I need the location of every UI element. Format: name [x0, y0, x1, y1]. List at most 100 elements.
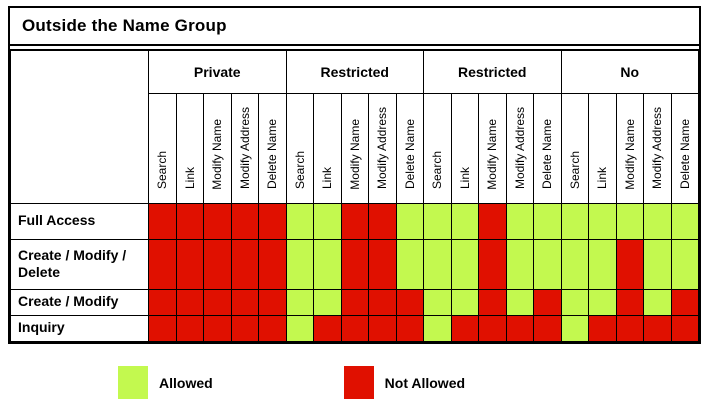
- cell-allowed: [615, 202, 644, 240]
- cell-allowed: [643, 288, 672, 316]
- cell-not-allowed: [230, 288, 259, 316]
- cell-not-allowed: [643, 314, 672, 342]
- cell-not-allowed: [203, 202, 232, 240]
- cell-not-allowed: [258, 314, 287, 342]
- cell-not-allowed: [340, 288, 369, 316]
- cell-not-allowed: [258, 288, 287, 316]
- cell-not-allowed: [340, 202, 369, 240]
- cell-allowed: [643, 238, 672, 290]
- cell-not-allowed: [670, 288, 699, 316]
- cell-allowed: [395, 202, 424, 240]
- cell-not-allowed: [368, 288, 397, 316]
- cell-not-allowed: [615, 238, 644, 290]
- column-header-label: Search: [567, 151, 582, 190]
- cell-allowed: [588, 202, 617, 240]
- column-header-label: Modify Name: [485, 118, 500, 190]
- cell-not-allowed: [588, 314, 617, 342]
- row-label: Create / Modify / Delete: [10, 238, 149, 290]
- legend-item-not-allowed: Not Allowed: [343, 366, 466, 399]
- cell-not-allowed: [148, 288, 177, 316]
- cell-not-allowed: [340, 314, 369, 342]
- cell-not-allowed: [533, 288, 562, 316]
- cell-not-allowed: [340, 238, 369, 290]
- cell-allowed: [285, 314, 314, 342]
- cell-not-allowed: [505, 314, 534, 342]
- cell-not-allowed: [148, 314, 177, 342]
- table-row: Create / Modify / Delete: [10, 238, 699, 290]
- cell-not-allowed: [615, 314, 644, 342]
- cell-not-allowed: [230, 314, 259, 342]
- cell-allowed: [313, 238, 342, 290]
- cell-allowed: [560, 314, 589, 342]
- cell-not-allowed: [175, 202, 204, 240]
- cell-not-allowed: [175, 314, 204, 342]
- column-header-delete-name: Delete Name: [395, 92, 424, 204]
- column-header-delete-name: Delete Name: [670, 92, 699, 204]
- cell-not-allowed: [368, 314, 397, 342]
- legend: Allowed Not Allowed: [118, 366, 465, 399]
- cell-not-allowed: [670, 314, 699, 342]
- cell-allowed: [423, 288, 452, 316]
- cell-allowed: [285, 202, 314, 240]
- cell-allowed: [588, 238, 617, 290]
- allowed-label: Allowed: [159, 374, 213, 391]
- cell-allowed: [505, 288, 534, 316]
- cell-allowed: [285, 238, 314, 290]
- column-header-delete-name: Delete Name: [258, 92, 287, 204]
- cell-allowed: [285, 288, 314, 316]
- group-header-0-private: Private: [148, 49, 287, 94]
- column-header-modify-address: Modify Address: [505, 92, 534, 204]
- column-header-label: Link: [595, 167, 610, 190]
- column-header-label: Link: [182, 167, 197, 190]
- cell-not-allowed: [615, 288, 644, 316]
- column-header-label: Modify Address: [375, 107, 390, 190]
- column-header-link: Link: [588, 92, 617, 204]
- cell-allowed: [313, 202, 342, 240]
- cell-allowed: [670, 202, 699, 240]
- cell-allowed: [670, 238, 699, 290]
- column-header-label: Search: [155, 151, 170, 190]
- cell-not-allowed: [148, 238, 177, 290]
- cell-allowed: [560, 238, 589, 290]
- cell-allowed: [588, 288, 617, 316]
- column-header-modify-name: Modify Name: [478, 92, 507, 204]
- not-allowed-label: Not Allowed: [384, 374, 466, 391]
- table-row: Create / Modify: [10, 288, 699, 316]
- cell-not-allowed: [450, 314, 479, 342]
- column-header-search: Search: [285, 92, 314, 204]
- column-header-link: Link: [450, 92, 479, 204]
- column-header-label: Search: [292, 151, 307, 190]
- cell-allowed: [450, 238, 479, 290]
- cell-not-allowed: [478, 202, 507, 240]
- cell-allowed: [643, 202, 672, 240]
- cell-allowed: [423, 314, 452, 342]
- column-header-label: Modify Address: [512, 107, 527, 190]
- table-row: Inquiry: [10, 314, 699, 342]
- corner-cell: [10, 49, 149, 204]
- cell-not-allowed: [230, 238, 259, 290]
- cell-not-allowed: [478, 314, 507, 342]
- cell-not-allowed: [395, 314, 424, 342]
- cell-not-allowed: [203, 288, 232, 316]
- column-header-label: Modify Address: [650, 107, 665, 190]
- column-header-modify-address: Modify Address: [368, 92, 397, 204]
- column-header-label: Delete Name: [677, 119, 692, 190]
- cell-not-allowed: [175, 238, 204, 290]
- column-header-search: Search: [148, 92, 177, 204]
- column-header-label: Link: [457, 167, 472, 190]
- column-header-modify-address: Modify Address: [230, 92, 259, 204]
- cell-allowed: [423, 202, 452, 240]
- permissions-table: Private Restricted Restricted No Search Link M…: [10, 49, 699, 342]
- column-header-label: Delete Name: [265, 119, 280, 190]
- legend-item-allowed: Allowed: [118, 366, 213, 399]
- group-header-3-no: No: [560, 49, 699, 94]
- cell-not-allowed: [368, 202, 397, 240]
- row-label: Inquiry: [10, 314, 149, 342]
- row-label: Create / Modify: [10, 288, 149, 316]
- column-header-label: Link: [320, 167, 335, 190]
- permissions-panel: Outside the Name Group Private Restricted…: [8, 6, 701, 344]
- cell-not-allowed: [368, 238, 397, 290]
- column-header-modify-name: Modify Name: [340, 92, 369, 204]
- cell-allowed: [450, 288, 479, 316]
